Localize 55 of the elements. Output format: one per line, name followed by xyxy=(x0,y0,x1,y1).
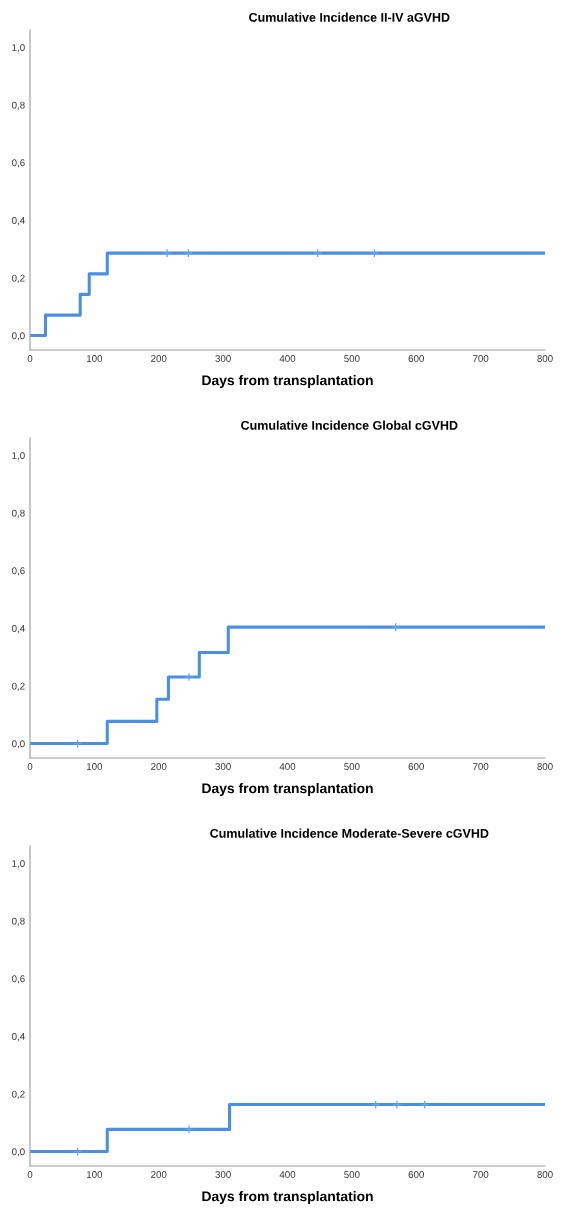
x-tick-label: 500 xyxy=(344,763,360,770)
x-tick-label: 800 xyxy=(537,1171,553,1178)
x-tick-label: 400 xyxy=(279,355,296,362)
y-tick-label: 0,4 xyxy=(12,625,25,634)
x-tick-label: 100 xyxy=(87,763,103,770)
y-tick-label: 0,2 xyxy=(12,682,25,691)
x-tick-label: 600 xyxy=(408,355,424,362)
point xyxy=(184,1124,194,1134)
y-tick-label: 0,6 xyxy=(12,159,25,168)
x-tick-label: 0 xyxy=(27,1171,33,1178)
chart-title: Cumulative Incidence Moderate-Severe cGVHD xyxy=(210,828,489,838)
y-tick-label: 0,4 xyxy=(12,217,25,226)
x-tick-label: 100 xyxy=(87,1171,103,1178)
x-tick-label: 200 xyxy=(151,355,167,362)
point xyxy=(392,1100,402,1110)
y-tick-label: 1,0 xyxy=(12,452,25,461)
y-tick-label: 0,8 xyxy=(12,101,25,110)
x-tick-label: 500 xyxy=(344,1171,360,1178)
y-tick-label: 0,2 xyxy=(12,1090,25,1099)
y-tick-label: 1,0 xyxy=(12,860,25,869)
x-tick-label: 500 xyxy=(344,355,360,362)
x-tick-label: 700 xyxy=(473,763,489,770)
point xyxy=(184,672,194,682)
point xyxy=(391,622,401,632)
x-tick-label: 700 xyxy=(473,355,489,362)
x-axis-title: Days from transplantation xyxy=(202,1191,373,1204)
x-tick-label: 200 xyxy=(151,763,167,770)
x-tick-label: 0 xyxy=(27,763,33,770)
y-tick-label: 0,0 xyxy=(12,740,25,749)
x-axis-title: Days from transplantation xyxy=(202,783,373,796)
y-tick-label: 1,0 xyxy=(12,44,25,53)
y-tick-label: 0,0 xyxy=(12,1148,25,1157)
y-tick-label: 0,8 xyxy=(12,509,25,518)
x-tick-label: 600 xyxy=(408,1171,424,1178)
y-tick-label: 0,6 xyxy=(12,567,25,576)
x-tick-label: 400 xyxy=(279,1171,296,1178)
x-tick-label: 100 xyxy=(87,355,103,362)
y-tick-label: 0,8 xyxy=(12,917,25,926)
x-tick-label: 800 xyxy=(537,763,553,770)
x-tick-label: 0 xyxy=(27,355,33,362)
y-tick-label: 0,2 xyxy=(12,274,25,283)
x-axis-title: Days from transplantation xyxy=(202,375,373,388)
x-tick-label: 400 xyxy=(279,763,296,770)
x-tick-label: 300 xyxy=(215,355,231,362)
x-tick-label: 600 xyxy=(408,763,424,770)
x-tick-label: 800 xyxy=(537,355,553,362)
x-tick-label: 700 xyxy=(473,1171,489,1178)
y-tick-label: 0,6 xyxy=(12,975,25,984)
chart-title: Cumulative Incidence II-IV aGVHD xyxy=(249,12,450,22)
chart-title: Cumulative Incidence Global cGVHD xyxy=(241,420,458,430)
y-tick-label: 0,4 xyxy=(12,1033,25,1042)
x-tick-label: 200 xyxy=(151,1171,167,1178)
x-tick-label: 300 xyxy=(215,1171,231,1178)
y-tick-label: 0,0 xyxy=(12,332,25,341)
x-tick-label: 300 xyxy=(215,763,231,770)
